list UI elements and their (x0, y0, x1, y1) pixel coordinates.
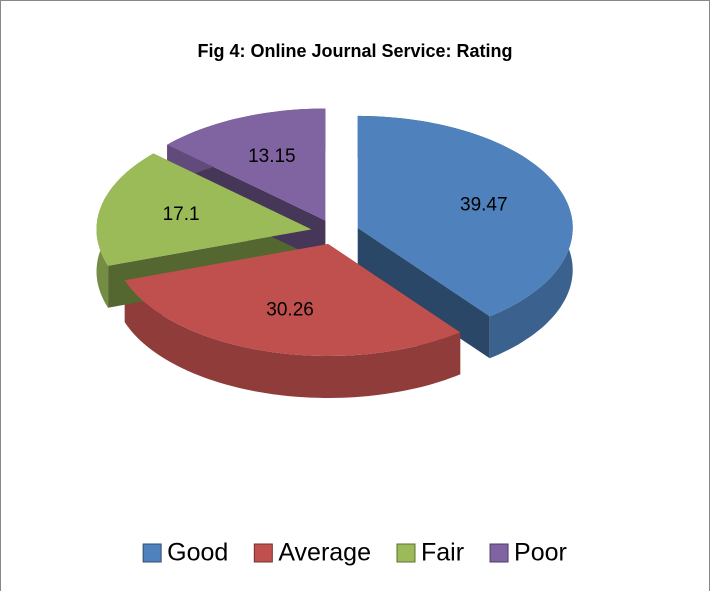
legend-label: Fair (421, 539, 464, 567)
data-label: 39.47 (460, 194, 508, 215)
slice-wall (124, 280, 461, 398)
legend-label: Good (167, 539, 228, 567)
data-label: 13.15 (248, 146, 296, 167)
legend: Good Average Fair Poor (142, 539, 567, 567)
pie: 39.47 30.26 17.1 13.15 (96, 108, 573, 398)
slice (124, 244, 461, 356)
legend-label: Average (278, 539, 371, 567)
legend-label: Poor (514, 539, 567, 567)
legend-swatch (489, 543, 509, 563)
legend-swatch (142, 543, 162, 563)
chart-title: Fig 4: Online Journal Service: Rating (197, 41, 512, 61)
legend-swatch (396, 543, 416, 563)
slice (96, 153, 312, 266)
slice-side (357, 227, 490, 359)
legend-swatch (253, 543, 273, 563)
slice (167, 108, 326, 221)
data-label: 17.1 (163, 204, 200, 225)
slice (357, 115, 573, 317)
data-label: 30.26 (266, 300, 314, 321)
